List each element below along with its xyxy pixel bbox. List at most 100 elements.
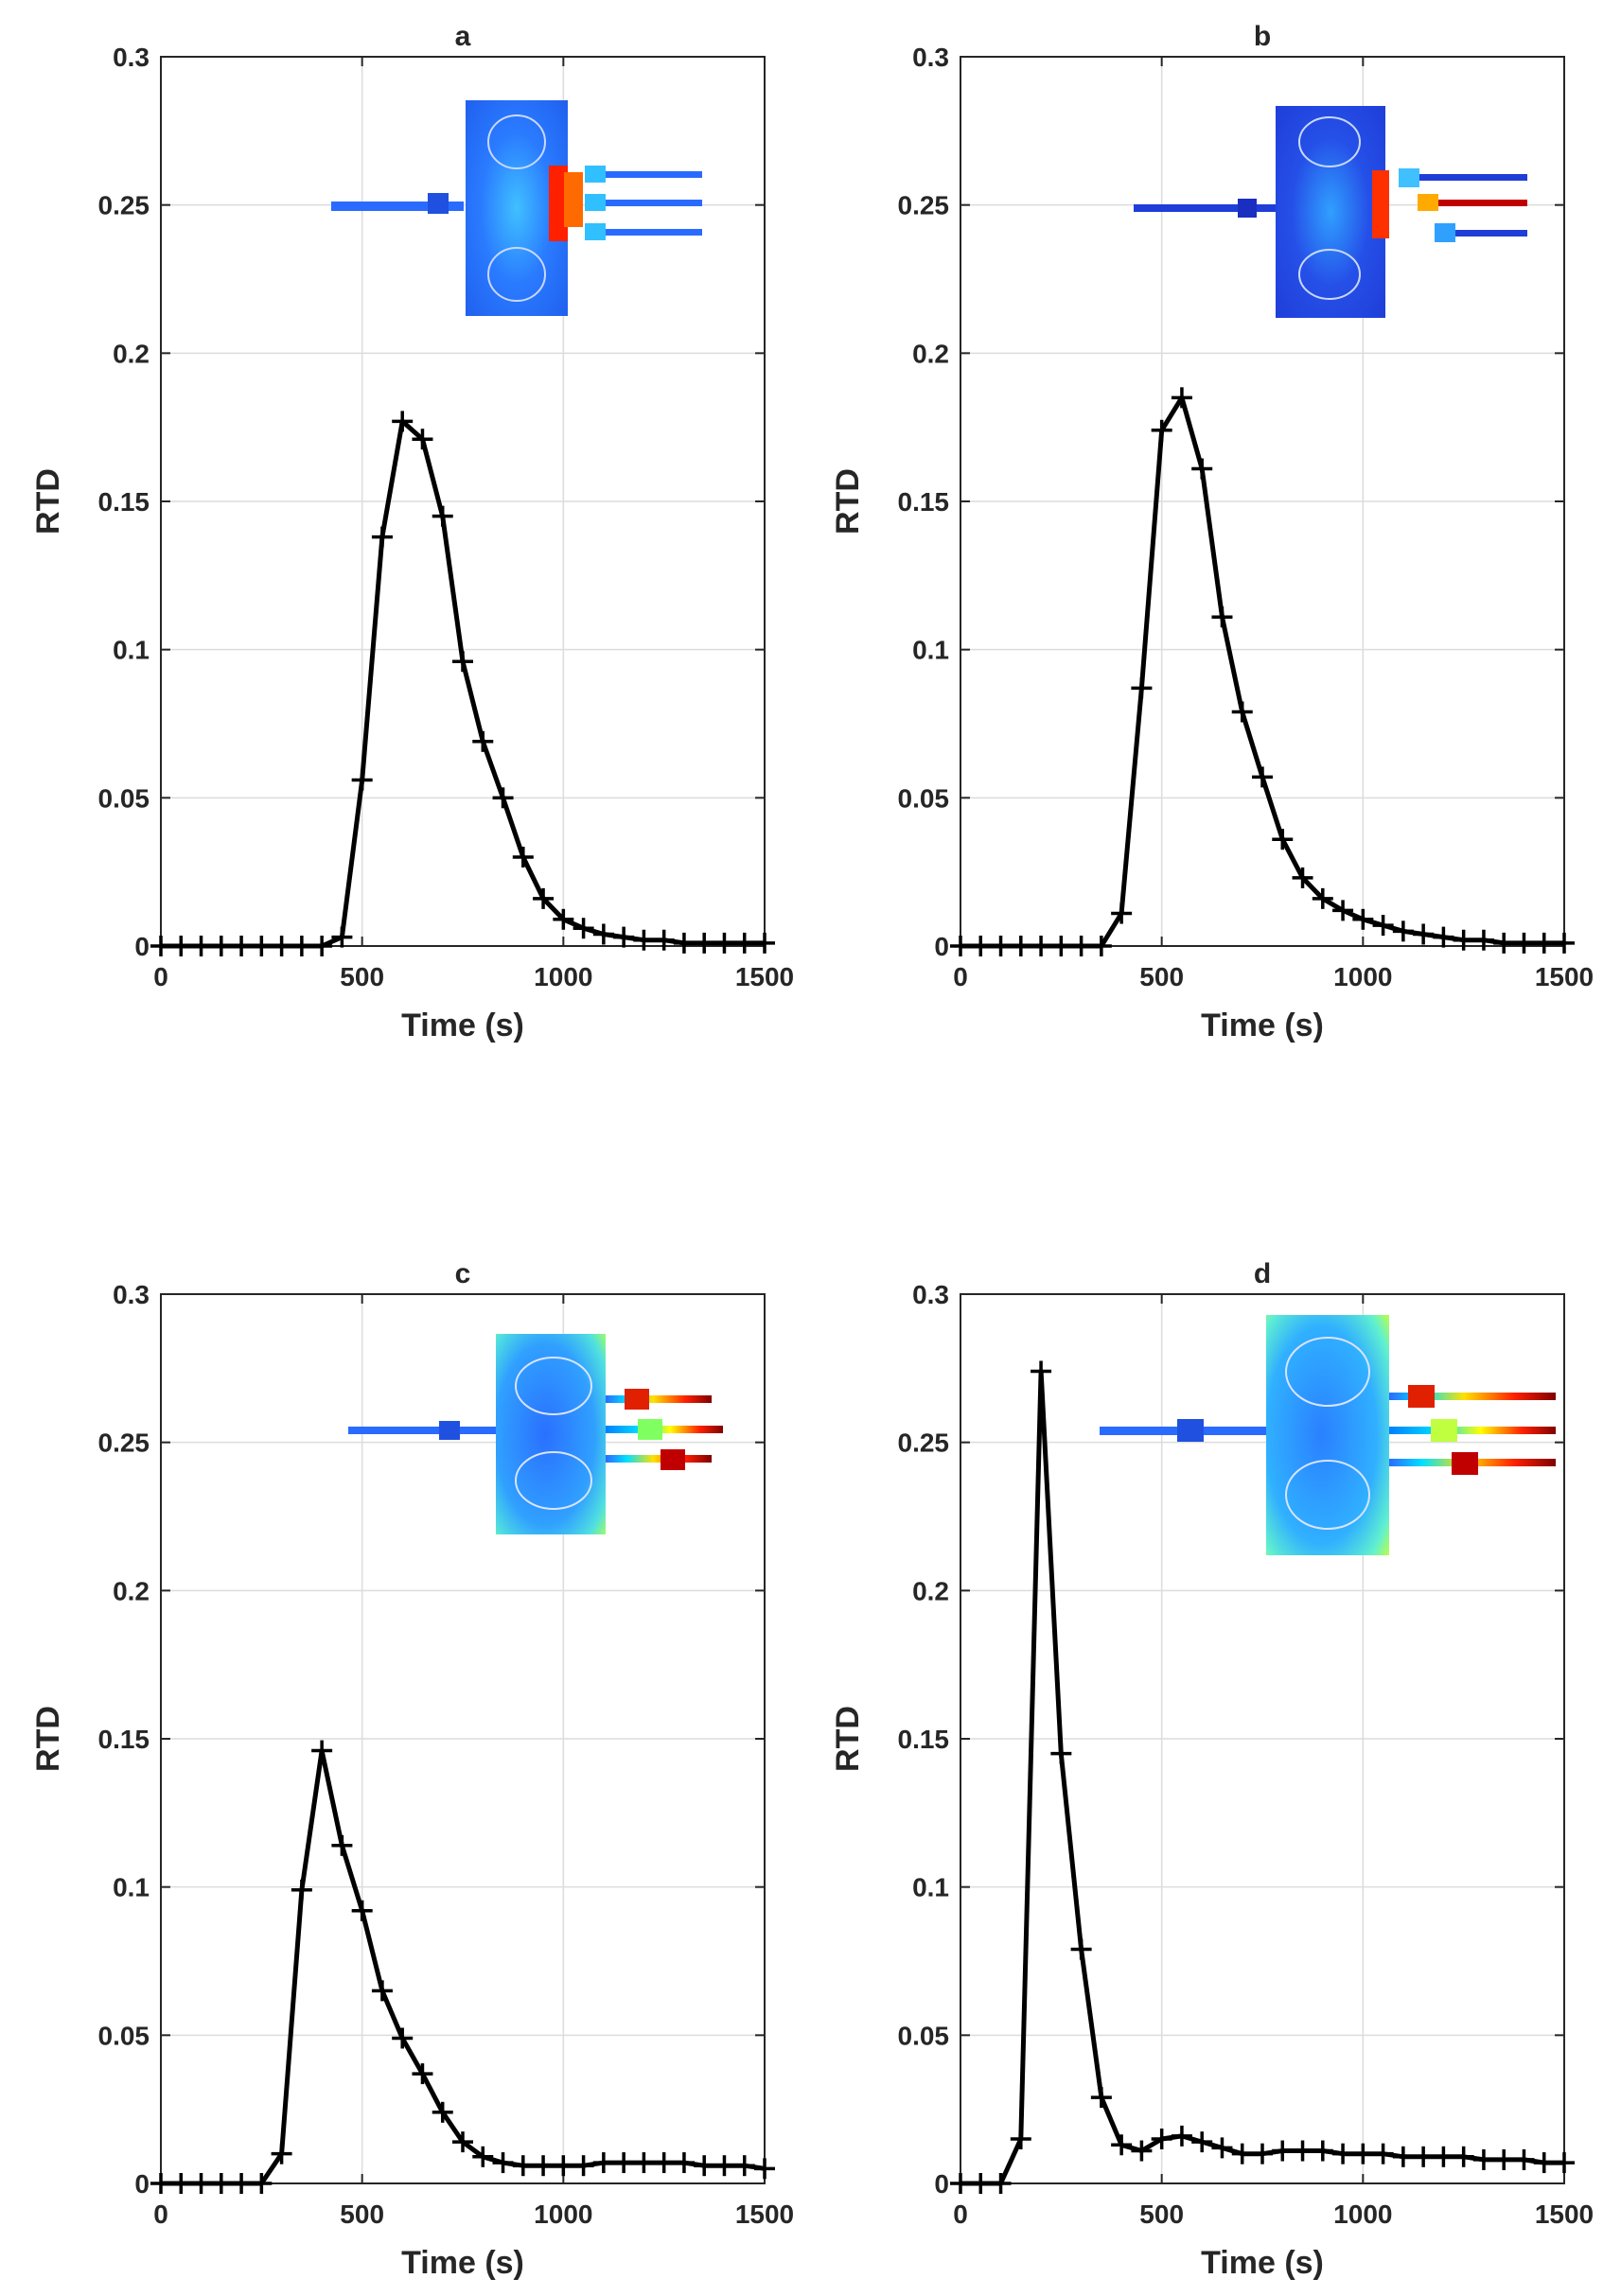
- panel-title-b: b: [1254, 21, 1271, 52]
- y-tick-label: 0.05: [98, 2021, 150, 2050]
- x-tick-label: 1000: [534, 962, 592, 991]
- x-tick-label: 1000: [534, 2200, 592, 2229]
- data-point-marker: [1171, 2125, 1192, 2147]
- data-point-marker: [1472, 929, 1494, 951]
- y-tick-label: 0.2: [113, 1576, 150, 1605]
- data-point-marker: [351, 769, 373, 791]
- ticks-b: 0 500 1000 1500 0 0.05 0.1 0.15 0.2 0.25 0.3: [898, 43, 1595, 991]
- y-tick-label: 0.3: [912, 43, 949, 72]
- data-point-marker: [311, 936, 333, 956]
- data-point-marker: [1554, 932, 1575, 954]
- data-point-marker: [331, 1834, 353, 1856]
- y-tick-label: 0: [134, 2169, 150, 2199]
- data-point-marker: [533, 887, 555, 909]
- data-point-marker: [553, 2155, 574, 2177]
- data-point-marker: [1171, 387, 1192, 409]
- y-tick-label: 0: [934, 2169, 949, 2199]
- data-point-marker: [170, 2173, 192, 2194]
- y-tick-label: 0.2: [113, 339, 150, 368]
- data-point-marker: [1493, 2148, 1515, 2170]
- data-point-marker: [633, 2152, 655, 2174]
- x-tick-label: 500: [340, 2200, 384, 2229]
- data-point-marker: [1372, 2143, 1394, 2165]
- data-point-marker: [412, 429, 433, 450]
- data-point-marker: [1090, 2087, 1112, 2109]
- data-point-marker: [291, 936, 312, 956]
- x-tick-label: 500: [1139, 2200, 1184, 2229]
- y-axis-label-c: RTD: [30, 1706, 66, 1772]
- data-point-marker: [1111, 2134, 1133, 2156]
- data-point-marker: [950, 2173, 971, 2194]
- data-point-marker: [592, 923, 614, 945]
- data-point-marker: [392, 2027, 414, 2049]
- data-point-marker: [1392, 920, 1414, 942]
- data-point-marker: [1231, 2143, 1253, 2165]
- y-tick-label: 0.25: [898, 1428, 950, 1458]
- data-point-marker: [1272, 2140, 1294, 2162]
- y-tick-label: 0.3: [912, 1280, 949, 1309]
- data-point-marker: [592, 2152, 614, 2174]
- y-tick-label: 0.1: [113, 636, 150, 665]
- x-tick-label: 0: [153, 2200, 168, 2229]
- data-point-marker: [472, 730, 494, 752]
- ticks-c: 0 500 1000 1500 0 0.05 0.1 0.15 0.2 0.25 0.3: [98, 1280, 795, 2229]
- data-point-marker: [1332, 900, 1354, 921]
- data-point-marker: [190, 2173, 212, 2194]
- y-tick-label: 0.25: [898, 191, 950, 220]
- data-point-marker: [573, 2155, 594, 2177]
- data-point-marker: [1010, 936, 1031, 956]
- data-point-marker: [1332, 2143, 1354, 2165]
- grid-b: [960, 56, 1565, 947]
- data-point-marker: [251, 936, 273, 956]
- x-axis-label-c: Time (s): [401, 2245, 524, 2281]
- data-point-marker: [1352, 2143, 1374, 2165]
- inset-simulation-image-b: [1134, 106, 1527, 318]
- data-point-marker: [271, 936, 292, 956]
- data-point-marker: [1231, 701, 1253, 723]
- y-tick-label: 0.1: [912, 1873, 949, 1902]
- y-tick-label: 0.05: [898, 2021, 950, 2050]
- data-point-marker: [1252, 766, 1273, 788]
- data-point-marker: [1211, 606, 1233, 628]
- data-point-marker: [1433, 2146, 1454, 2167]
- data-point-marker: [351, 1900, 373, 1921]
- data-point-marker: [1554, 2152, 1575, 2174]
- y-tick-label: 0: [134, 932, 150, 961]
- x-tick-label: 1500: [1535, 2200, 1594, 2229]
- x-tick-label: 1500: [735, 2200, 794, 2229]
- markers-a: [150, 411, 775, 956]
- y-axis-label-a: RTD: [30, 468, 66, 535]
- data-point-marker: [432, 2101, 453, 2123]
- data-point-marker: [1292, 2140, 1313, 2162]
- data-point-marker: [190, 936, 212, 956]
- data-point-marker: [1031, 936, 1052, 956]
- data-point-marker: [1090, 936, 1112, 956]
- panel-a: 0 500 1000 1500 0 0.05 0.1 0.15 0.2 0.25 0.3 a Tim…: [30, 21, 794, 1043]
- y-tick-label: 0.15: [898, 487, 950, 517]
- y-axis-label-d: RTD: [830, 1706, 866, 1772]
- data-point-marker: [1010, 2129, 1031, 2149]
- data-point-marker: [653, 929, 675, 951]
- data-point-marker: [1372, 915, 1394, 937]
- data-point-marker: [1453, 929, 1474, 951]
- rtd-curve-c: [161, 1748, 766, 2186]
- y-tick-label: 0.2: [912, 339, 949, 368]
- x-tick-label: 0: [953, 962, 968, 991]
- data-point-marker: [1292, 867, 1313, 888]
- x-axis-label-d: Time (s): [1201, 2245, 1324, 2281]
- data-point-marker: [1211, 2137, 1233, 2159]
- data-point-marker: [150, 2173, 171, 2194]
- x-tick-label: 1500: [1535, 962, 1594, 991]
- data-point-marker: [210, 936, 232, 956]
- data-point-marker: [291, 1879, 312, 1901]
- data-point-marker: [331, 926, 353, 948]
- rtd-curve-a: [161, 418, 765, 949]
- grid-a: [160, 56, 766, 947]
- x-tick-label: 500: [1139, 962, 1184, 991]
- data-point-marker: [1312, 887, 1333, 909]
- data-point-marker: [1252, 2143, 1273, 2165]
- y-axis-label-b: RTD: [830, 468, 866, 535]
- data-point-marker: [492, 787, 514, 809]
- data-point-marker: [1392, 2146, 1414, 2167]
